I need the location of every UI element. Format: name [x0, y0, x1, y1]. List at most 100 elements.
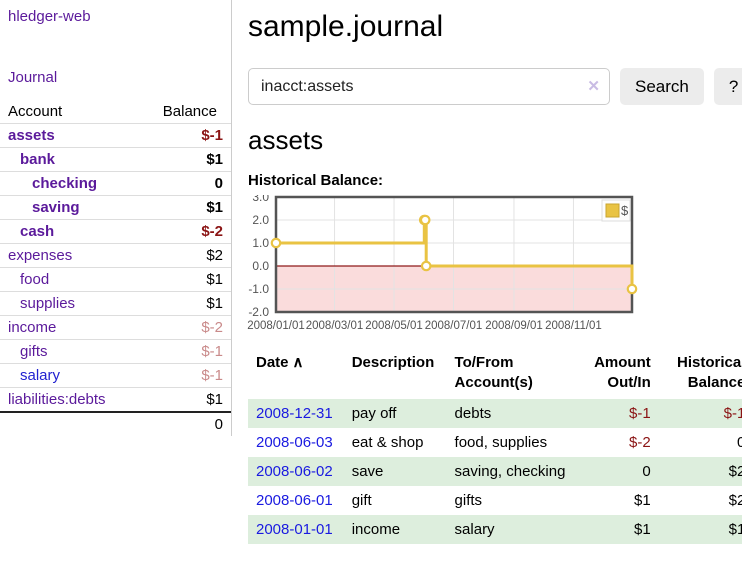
clear-search-icon[interactable]: ✕	[587, 78, 600, 95]
sidebar-item-journal[interactable]: Journal	[8, 69, 58, 86]
account-balance: $1	[138, 267, 231, 292]
transaction-date-link[interactable]: 2008-06-01	[256, 492, 333, 509]
account-row-salary: salary $-1	[0, 363, 231, 388]
accounts-table: Account Balance assets $-1 bank $1 check…	[0, 100, 231, 436]
account-balance: $-1	[138, 339, 231, 364]
chart-title: Historical Balance:	[248, 172, 384, 189]
transaction-balance: $2	[728, 463, 742, 480]
account-balance: $1	[138, 291, 231, 316]
register-row: 2008-06-03 eat & shop food, supplies $-2…	[248, 428, 742, 457]
transaction-accounts: gifts	[454, 492, 483, 509]
account-row-gifts: gifts $-1	[0, 339, 231, 364]
svg-text:2.0: 2.0	[252, 213, 269, 227]
transaction-description: eat & shop	[351, 434, 424, 451]
register-table: Date ∧ Description To/From Account(s) Amo…	[248, 349, 742, 544]
account-row-food: food $1	[0, 267, 231, 292]
svg-text:2008/01/01: 2008/01/01	[247, 320, 305, 332]
account-link[interactable]: salary	[20, 367, 61, 384]
account-link[interactable]: bank	[20, 151, 56, 168]
account-row-expenses: expenses $2	[0, 243, 231, 268]
transaction-date-link[interactable]: 2008-06-02	[256, 463, 333, 480]
transaction-accounts: food, supplies	[454, 434, 548, 451]
account-link[interactable]: gifts	[20, 343, 48, 360]
date-column-header[interactable]: Date ∧	[256, 354, 304, 371]
transaction-amount: $1	[634, 492, 651, 509]
svg-text:3.0: 3.0	[252, 195, 269, 204]
transaction-accounts: saving, checking	[454, 463, 566, 480]
account-balance: $2	[138, 243, 231, 268]
account-balance: $1	[138, 147, 231, 172]
register-row: 2008-01-01 income salary $1 $1	[248, 515, 742, 544]
help-button[interactable]: ?	[713, 68, 742, 105]
transaction-balance: $-1	[723, 405, 742, 422]
svg-text:$: $	[621, 203, 629, 218]
page-title: sample.journal	[248, 10, 444, 43]
transaction-description: income	[351, 521, 401, 538]
account-link[interactable]: expenses	[8, 247, 73, 264]
account-balance: $-1	[138, 363, 231, 388]
transaction-date-link[interactable]: 2008-06-03	[256, 434, 333, 451]
account-row-liabilities-debts: liabilities:debts $1	[0, 387, 231, 412]
sort-ascending-icon: ∧	[292, 354, 304, 371]
accounts-total-row: 0	[0, 411, 231, 436]
account-balance: $1	[138, 195, 231, 220]
amount-column-header: Amount Out/In	[594, 354, 651, 391]
register-header-row: Date ∧ Description To/From Account(s) Amo…	[248, 349, 742, 399]
transaction-balance: $1	[728, 521, 742, 538]
account-row-saving: saving $1	[0, 195, 231, 220]
account-balance: $1	[138, 387, 231, 412]
account-row-bank: bank $1	[0, 147, 231, 172]
account-link[interactable]: checking	[32, 175, 98, 192]
account-link[interactable]: assets	[8, 127, 55, 144]
account-column-header: Account	[8, 103, 63, 120]
svg-text:2008/09/01: 2008/09/01	[485, 320, 543, 332]
svg-text:2008/07/01: 2008/07/01	[425, 320, 483, 332]
search-form: ✕ Search ?	[248, 68, 742, 105]
brand-link[interactable]: hledger-web	[8, 8, 91, 25]
balance-column-header: Historical Balance	[676, 354, 742, 391]
account-heading: assets	[248, 125, 324, 155]
account-link[interactable]: cash	[20, 223, 55, 240]
account-link[interactable]: liabilities:debts	[8, 391, 106, 408]
main-content: sample.journal ✕ Search ? assets Histori…	[232, 0, 742, 544]
account-link[interactable]: food	[20, 271, 50, 288]
transaction-description: pay off	[351, 405, 397, 422]
transaction-amount: $1	[634, 521, 651, 538]
description-column-header: Description	[351, 354, 435, 371]
transaction-accounts: debts	[454, 405, 492, 422]
transaction-description: save	[351, 463, 384, 480]
account-row-income: income $-2	[0, 315, 231, 340]
svg-text:-1.0: -1.0	[248, 282, 269, 296]
transaction-accounts: salary	[454, 521, 495, 538]
transaction-balance: 0	[737, 434, 742, 451]
transaction-date-link[interactable]: 2008-12-31	[256, 405, 333, 422]
register-row: 2008-06-01 gift gifts $1 $2	[248, 486, 742, 515]
search-input[interactable]	[248, 68, 610, 105]
account-link[interactable]: supplies	[20, 295, 76, 312]
accounts-header-row: Account Balance	[0, 100, 231, 124]
transaction-amount: $-2	[629, 434, 651, 451]
account-balance: $-2	[138, 315, 231, 340]
search-button[interactable]: Search	[620, 68, 704, 105]
register-row: 2008-06-02 save saving, checking 0 $2	[248, 457, 742, 486]
account-link[interactable]: saving	[32, 199, 80, 216]
svg-text:2008/03/01: 2008/03/01	[306, 320, 364, 332]
account-balance: $-2	[138, 219, 231, 244]
transaction-date-link[interactable]: 2008-01-01	[256, 521, 333, 538]
account-row-supplies: supplies $1	[0, 291, 231, 316]
account-row-cash: cash $-2	[0, 219, 231, 244]
transaction-amount: $-1	[629, 405, 651, 422]
sidebar: hledger-web Journal Account Balance asse…	[0, 0, 232, 436]
account-balance: $-1	[138, 123, 231, 148]
accounts-total: 0	[138, 411, 231, 436]
svg-text:0.0: 0.0	[252, 259, 269, 273]
account-column-header: To/From Account(s)	[454, 354, 533, 391]
transaction-description: gift	[351, 492, 372, 509]
account-balance: 0	[138, 171, 231, 196]
register-row: 2008-12-31 pay off debts $-1 $-1	[248, 399, 742, 428]
transaction-amount: 0	[642, 463, 651, 480]
account-row-checking: checking 0	[0, 171, 231, 196]
app: hledger-web Journal Account Balance asse…	[0, 0, 742, 544]
account-link[interactable]: income	[8, 319, 57, 336]
